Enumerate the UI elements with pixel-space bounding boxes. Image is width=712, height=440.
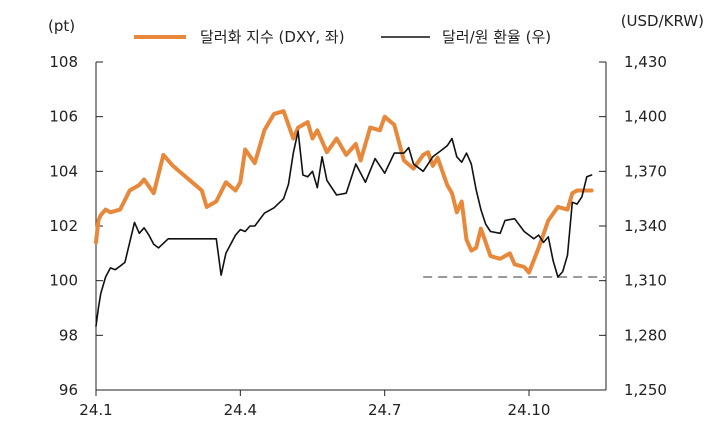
right-axis-ticks: 1,250 1,280 1,310 1,340 1,370 1,400 1,430 — [599, 53, 667, 399]
left-axis-ticks: 96 98 100 102 104 106 108 — [49, 53, 103, 399]
right-tick-label: 1,310 — [624, 272, 667, 290]
series-layer — [94, 109, 594, 328]
right-tick-label: 1,340 — [624, 217, 667, 235]
left-tick-label: 106 — [49, 108, 78, 126]
legend-label-usdkrw: 달러/원 환율 (우) — [442, 28, 551, 46]
left-axis-unit: (pt) — [48, 17, 75, 35]
x-tick-label: 24.1 — [79, 401, 112, 419]
right-tick-label: 1,280 — [624, 326, 667, 344]
right-axis-unit: (USD/KRW) — [621, 12, 704, 30]
left-tick-label: 100 — [49, 272, 78, 290]
right-tick-label: 1,430 — [624, 53, 667, 71]
series-line-usdkrw — [95, 130, 593, 328]
right-tick-label: 1,370 — [624, 162, 667, 180]
right-tick-label: 1,250 — [624, 381, 667, 399]
x-tick-label: 24.10 — [508, 401, 551, 419]
left-tick-label: 104 — [49, 162, 78, 180]
series-line-dxy — [94, 109, 594, 275]
x-tick-label: 24.7 — [368, 401, 401, 419]
left-tick-label: 98 — [59, 326, 78, 344]
x-tick-label: 24.4 — [224, 401, 257, 419]
left-tick-label: 102 — [49, 217, 78, 235]
left-tick-label: 96 — [59, 381, 78, 399]
right-tick-label: 1,400 — [624, 108, 667, 126]
legend-label-dxy: 달러화 지수 (DXY, 좌) — [200, 28, 345, 46]
axes — [95, 62, 607, 391]
x-axis-ticks: 24.1 24.4 24.7 24.10 — [79, 390, 550, 419]
legend: 달러화 지수 (DXY, 좌) 달러/원 환율 (우) — [134, 28, 551, 46]
left-tick-label: 108 — [49, 53, 78, 71]
